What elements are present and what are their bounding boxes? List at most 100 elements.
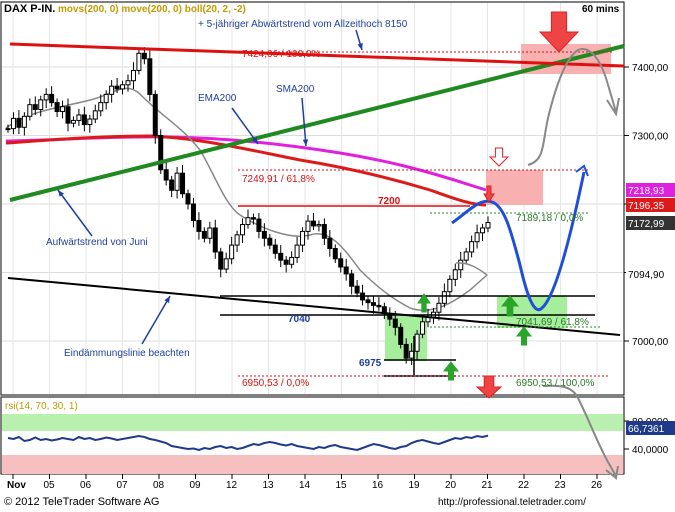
time-tick-label: 15 [336,480,348,491]
annotation-layer: + 5-jähriger Abwärtstrend vom Allzeithoc… [46,19,595,389]
candle-body [87,118,93,126]
downtrend-pointer-head [357,43,363,50]
time-tick-label: 22 [518,480,530,491]
candle-body [414,333,420,352]
candle-body [463,251,469,261]
candle-body [376,304,382,308]
candle-body [109,85,115,95]
candle-body [60,106,66,113]
candle-body [283,259,289,265]
forecast-path-grey-lower [542,384,617,477]
candle-body [43,93,49,101]
rsi-title: rsi(14, 70, 30, 1) [5,401,78,412]
candle-body [229,244,235,260]
candle-body [120,84,126,90]
candle-body [474,232,480,243]
price-label-text: 7094,90 [628,270,665,281]
time-tick-label: 09 [190,480,202,491]
candle-body [480,227,486,234]
forecast-arrowhead-grey-lower [605,465,619,480]
rsi-layer [7,434,489,452]
candle-body [245,217,251,226]
candle-body [218,251,224,270]
candle-body [81,114,87,126]
candle-body [27,104,33,117]
candle-body [152,93,158,136]
level-7200-label: 7200 [378,196,401,207]
red-arrow-top [538,11,580,53]
candle-body [169,179,175,191]
trendline-layer [7,11,625,480]
containment-line [7,277,621,336]
resistance-zone-lower [486,170,543,205]
interval-label: 60 mins [582,4,620,15]
rsi-last-value-label: 66,7361 [628,424,665,435]
candle-body [338,258,344,268]
copyright-text: © 2012 TeleTrader Software AG [4,496,159,508]
candle-body [354,285,360,294]
candle-body [92,110,98,120]
candle-body [234,234,240,246]
price-label-text: 7218,93 [628,186,665,197]
price-label-text: 7196,35 [628,201,665,212]
candle-body [316,224,322,227]
candle-body [272,244,278,254]
candle-body [196,219,202,232]
time-tick-label: 05 [44,480,56,491]
uptrend-note: Aufwärtstrend von Juni [46,237,148,248]
candle-body [392,318,398,328]
candle-body [250,217,256,220]
bollinger-tail [455,262,488,276]
ema200-label: EMA200 [198,93,237,104]
ema200-pointer [231,107,259,145]
ema200-line [5,134,487,207]
candle-body [158,135,164,171]
source-url: http://professional.teletrader.com/ [438,497,586,508]
containment-note: Eindämmungslinie beachten [64,348,190,359]
candle-body [125,80,131,86]
candle-body [267,237,273,246]
forecast-arrowhead-blue [575,164,589,177]
fib-0-right-label: 7189,18 / 0,0% [516,213,583,224]
candle-body [398,326,404,345]
candle-body [180,172,186,195]
sma200-label: SMA200 [276,84,315,95]
indicator-layer [5,87,488,312]
candle-body [114,85,120,90]
green-arrow-right [500,295,520,317]
candle-body [420,321,426,335]
candle-body [452,269,458,280]
price-label-box [626,198,675,212]
red-arrow-mid [488,147,510,167]
price-label-text: 7172,99 [628,219,665,230]
candle-body [76,114,82,121]
candle-body [261,230,267,239]
time-tick-label: 07 [117,480,129,491]
uptrend-pointer-head [58,190,65,197]
time-tick-label: 16 [372,480,384,491]
candle-body [212,227,218,253]
forecast-arrowhead-grey-upper [606,97,620,117]
axis-layer: 7000,007100,007200,007300,007400,00Nov05… [7,63,675,491]
price-label-box [626,267,675,281]
candle-body [185,193,191,205]
time-tick-label: 06 [80,480,92,491]
candle-body [349,273,355,287]
indicator-legend: movs(200, 0) move(200, 0) boll(20, 2, -2… [58,4,246,15]
fib-0-left-label: 6950,53 / 0,0% [242,378,309,389]
candle-body [458,259,464,271]
candle-body [16,117,22,128]
green-arrow-lower [515,326,533,346]
candle-body [327,237,333,250]
sma200-pointer-head [302,139,309,146]
candle-body [136,52,142,71]
candle-body [65,106,71,124]
bollinger-band-line [5,87,488,312]
sma200-pointer [301,97,307,147]
time-tick-label: 08 [153,480,165,491]
rsi-line [7,434,489,452]
time-tick-label: 26 [591,480,603,491]
uptrend-pointer [57,189,93,237]
candle-body [343,266,349,275]
